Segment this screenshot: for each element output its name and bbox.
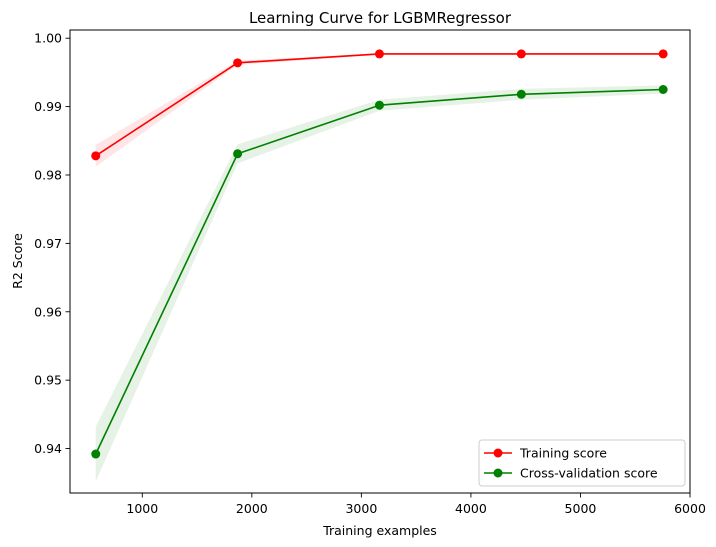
x-tick-label-5: 6000 bbox=[674, 501, 706, 516]
point-series-0-2 bbox=[374, 49, 384, 59]
point-series-1-0 bbox=[91, 449, 101, 459]
y-tick-label-2: 0.96 bbox=[34, 304, 62, 319]
x-axis-label: Training examples bbox=[322, 523, 437, 538]
y-tick-label-1: 0.95 bbox=[34, 373, 62, 388]
confidence-bands bbox=[95, 53, 664, 482]
x-tick-label-4: 5000 bbox=[565, 501, 597, 516]
legend-box bbox=[478, 439, 686, 487]
legend-swatch-marker-1 bbox=[493, 468, 503, 478]
y-axis-ticks: 0.94 0.95 0.96 0.97 0.98 0.99 1.00 bbox=[34, 31, 70, 456]
legend-entry-label-0: Training score bbox=[519, 446, 607, 461]
point-series-1-3 bbox=[516, 89, 526, 99]
x-tick-label-1: 2000 bbox=[236, 501, 268, 516]
point-series-1-4 bbox=[658, 84, 668, 94]
point-series-0-0 bbox=[91, 151, 101, 161]
point-series-1-1 bbox=[233, 149, 243, 159]
x-tick-label-0: 1000 bbox=[126, 501, 158, 516]
point-series-0-4 bbox=[658, 49, 668, 59]
band-series-1 bbox=[95, 85, 664, 482]
y-tick-label-3: 0.97 bbox=[34, 236, 62, 251]
chart-title: Learning Curve for LGBMRegressor bbox=[249, 9, 512, 27]
y-tick-label-6: 1.00 bbox=[34, 31, 62, 46]
legend-swatch-marker-0 bbox=[493, 448, 503, 458]
y-tick-label-5: 0.99 bbox=[34, 99, 62, 114]
x-tick-label-3: 4000 bbox=[455, 501, 487, 516]
y-axis-label: R2 Score bbox=[10, 233, 25, 289]
y-tick-label-4: 0.98 bbox=[34, 167, 62, 182]
plot-area-frame bbox=[69, 29, 691, 494]
series-lines bbox=[95, 53, 664, 455]
point-series-0-3 bbox=[516, 49, 526, 59]
x-tick-label-2: 3000 bbox=[345, 501, 377, 516]
legend-entry-label-1: Cross-validation score bbox=[520, 466, 658, 481]
point-series-0-1 bbox=[233, 58, 243, 68]
legend: Training score Cross-validation score bbox=[478, 439, 686, 487]
series-points bbox=[91, 49, 668, 459]
x-axis-ticks: 1000 2000 3000 4000 5000 6000 bbox=[126, 493, 706, 516]
y-tick-label-0: 0.94 bbox=[34, 441, 62, 456]
point-series-1-2 bbox=[374, 100, 384, 110]
